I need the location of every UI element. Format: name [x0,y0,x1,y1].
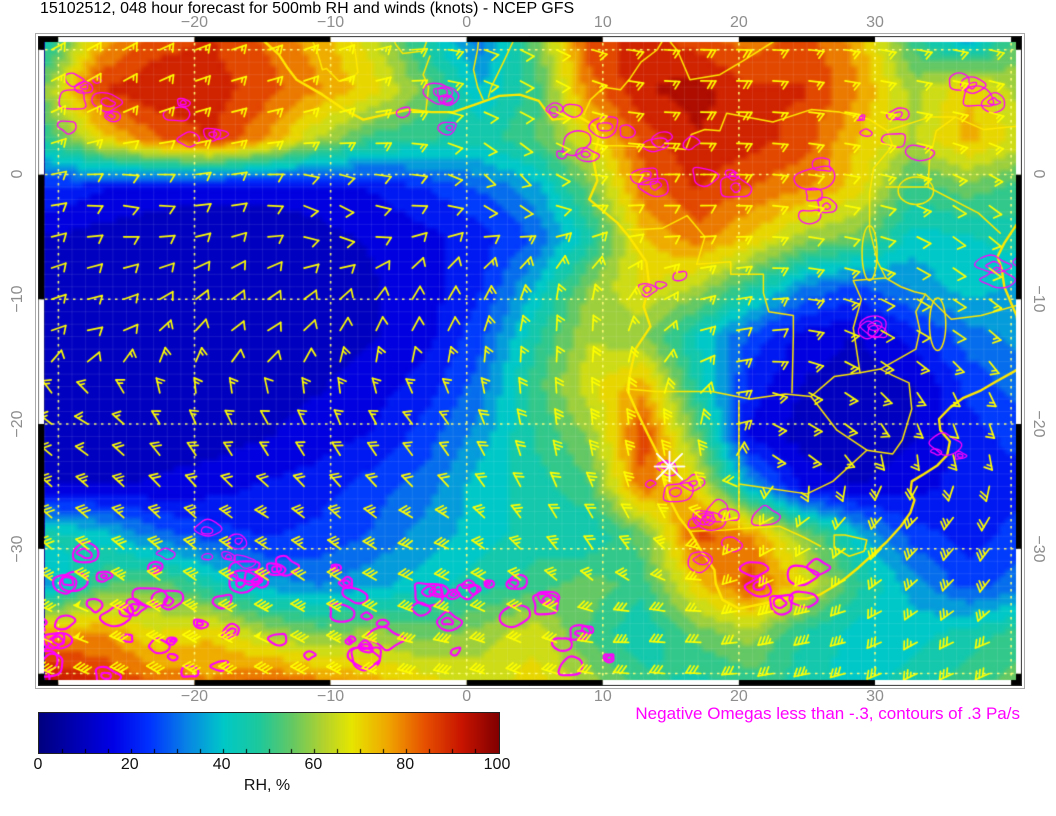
y-tick-label: −20 [1030,410,1047,438]
x-tick-label: −20 [180,14,209,31]
colorbar-tick-label: 40 [212,756,231,773]
map-plot-canvas [35,33,1025,689]
colorbar-tick-label: 60 [304,756,323,773]
x-tick-label: 30 [866,688,884,705]
x-tick-label: 20 [730,14,748,31]
x-tick-label: 30 [866,14,884,31]
x-tick-label: −10 [317,14,345,31]
x-tick-label: 10 [593,688,612,705]
x-tick-label: −10 [317,688,345,705]
chart-title: 15102512, 048 hour forecast for 500mb RH… [40,0,575,17]
y-tick-label: 0 [9,170,26,179]
y-tick-label: −10 [1030,285,1047,313]
y-tick-label: −20 [9,410,26,438]
colorbar-canvas [38,712,500,754]
y-tick-label: −10 [9,285,26,313]
x-tick-label: −20 [180,688,209,705]
y-tick-label: −30 [9,535,26,563]
x-tick-label: 0 [462,14,472,31]
y-tick-label: 0 [1030,170,1047,179]
x-tick-label: 20 [730,688,748,705]
colorbar-tick-label: 80 [396,756,415,773]
x-tick-label: 0 [462,688,472,705]
y-tick-label: −30 [1030,535,1047,563]
colorbar-label: RH, % [243,777,291,794]
x-tick-label: 10 [593,14,612,31]
colorbar-tick-label: 20 [120,756,139,773]
colorbar-tick-label: 0 [33,756,43,773]
colorbar-tick-label: 100 [483,756,511,773]
omega-annotation: Negative Omegas less than -.3, contours … [635,704,1020,723]
